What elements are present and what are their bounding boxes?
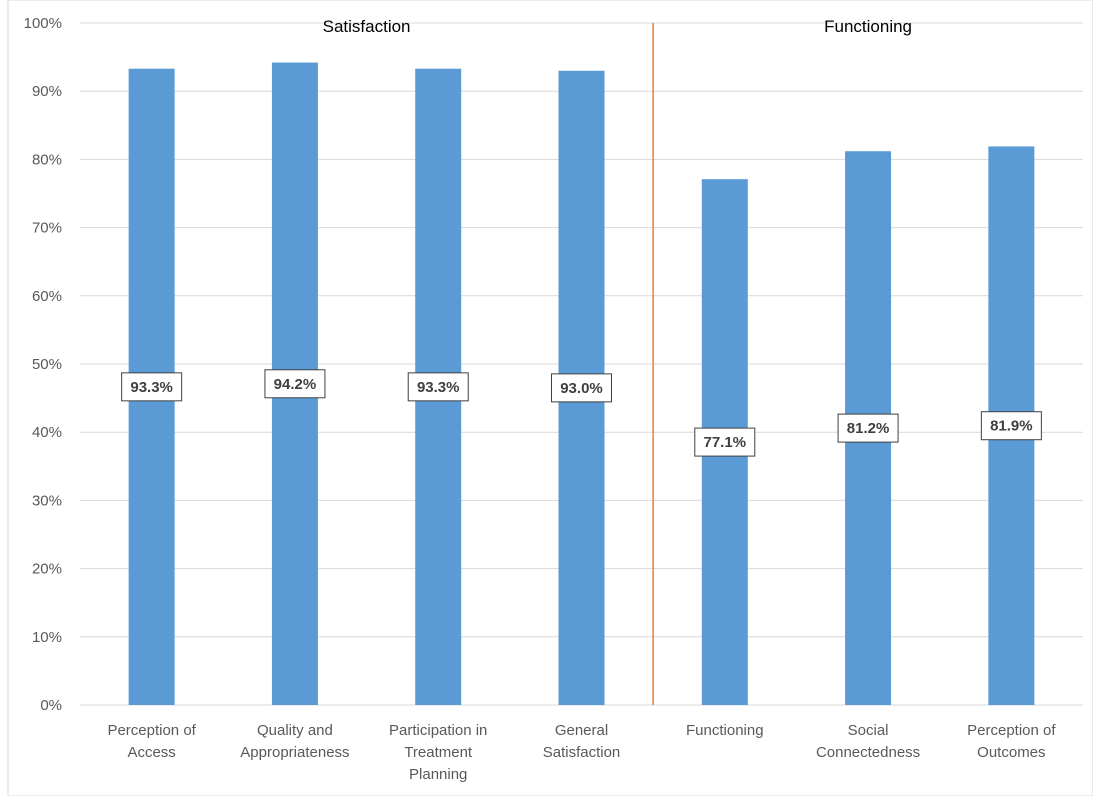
y-tick-label: 0% [40, 697, 62, 714]
x-category-label: Connectedness [816, 744, 920, 761]
data-label: 77.1% [704, 434, 747, 451]
y-tick-label: 20% [32, 561, 62, 578]
x-category-label: Perception of [107, 722, 196, 739]
x-category-label: Social [848, 722, 889, 739]
data-label: 81.9% [990, 418, 1033, 435]
data-label-box [980, 411, 1042, 441]
y-tick-label: 30% [32, 492, 62, 509]
x-axis-categories: Perception of Access Quality and Appropriat… [107, 722, 1056, 783]
y-tick-label: 10% [32, 629, 62, 646]
chart-area-border [7, 0, 1093, 796]
data-label: 81.2% [847, 420, 890, 437]
x-category-label: Functioning [686, 722, 764, 739]
x-category-label: Quality and [257, 722, 333, 739]
x-category-label: Access [127, 744, 175, 761]
y-tick-label: 100% [24, 15, 62, 32]
data-label-box [837, 413, 899, 443]
data-label: 93.3% [417, 379, 460, 396]
x-category-label: General [555, 722, 608, 739]
data-label: 93.0% [560, 380, 603, 397]
data-label: 93.3% [130, 379, 173, 396]
group-label: Satisfaction [323, 17, 411, 36]
data-labels: 93.3% 94.2% 93.3% 93.0% 77.1% 81.2% 81.9% [121, 369, 1042, 457]
y-tick-label: 70% [32, 220, 62, 237]
y-tick-label: 40% [32, 424, 62, 441]
x-category-label: Participation in [389, 722, 487, 739]
x-category-label: Planning [409, 766, 467, 783]
data-label-box [694, 427, 756, 457]
data-label-box [264, 369, 326, 399]
group-labels: Satisfaction Functioning [323, 17, 912, 36]
data-label-box [407, 372, 469, 402]
group-label: Functioning [824, 17, 912, 36]
x-category-label: Satisfaction [543, 744, 621, 761]
y-axis-ticks: 0% 10% 20% 30% 40% 50% 60% 70% 80% 90% 100% [24, 15, 62, 714]
data-label: 94.2% [274, 376, 317, 393]
y-tick-label: 80% [32, 151, 62, 168]
x-category-label: Outcomes [977, 744, 1045, 761]
data-label-box [121, 372, 183, 402]
x-category-label: Perception of [967, 722, 1056, 739]
y-tick-label: 90% [32, 83, 62, 100]
y-tick-label: 60% [32, 288, 62, 305]
x-category-label: Appropriateness [240, 744, 349, 761]
data-label-box [551, 373, 612, 403]
y-tick-label: 50% [32, 356, 62, 373]
x-category-label: Treatment [404, 744, 473, 761]
